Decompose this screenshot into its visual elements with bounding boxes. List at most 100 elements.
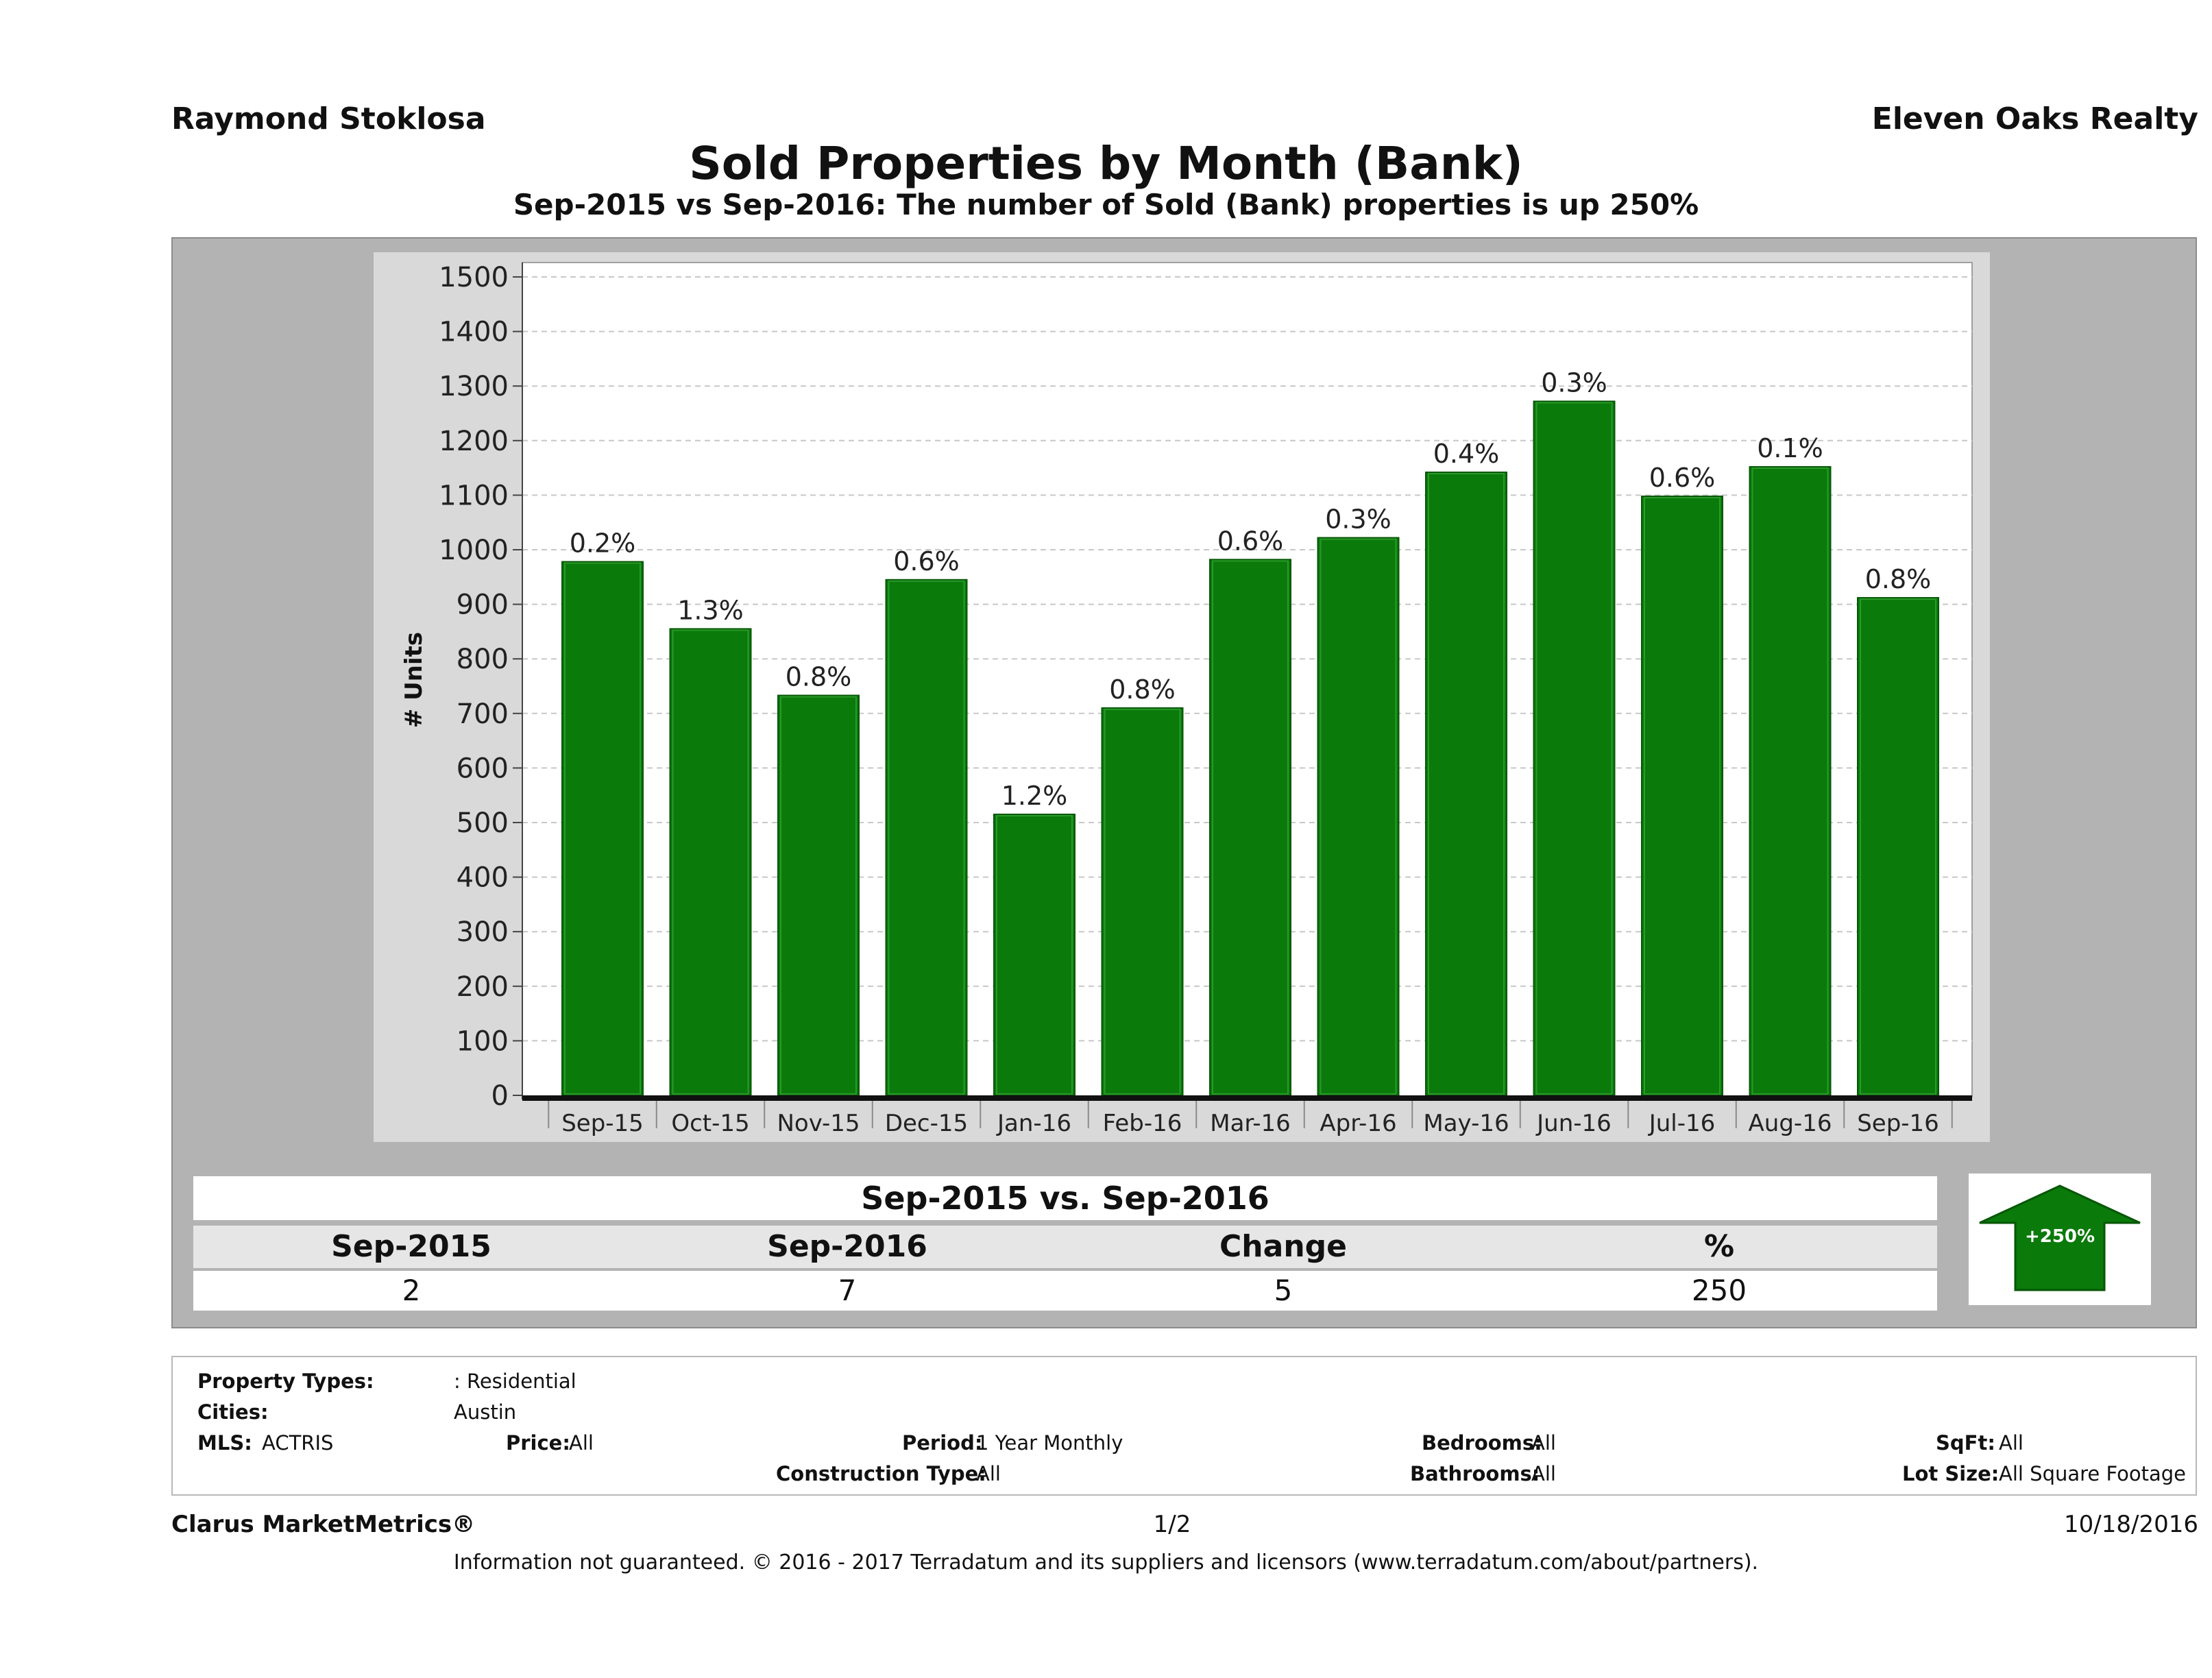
- y-tick-label: 1300: [439, 371, 509, 402]
- data-label: 1.2%: [1001, 781, 1068, 811]
- data-label: 0.2%: [570, 528, 636, 559]
- report-title: Sold Properties by Month (Bank): [689, 137, 1523, 190]
- data-label: 0.4%: [1433, 439, 1500, 469]
- y-tick-label: 300: [457, 916, 509, 948]
- summary-header-change: Change: [1219, 1229, 1347, 1264]
- x-tick-label: Dec-15: [885, 1110, 968, 1137]
- summary-value-sep2015: 2: [402, 1274, 421, 1307]
- agent-name: Raymond Stoklosa: [171, 101, 486, 136]
- bar-highlight: [1535, 402, 1613, 1095]
- filter-bathrooms-value: All: [1531, 1462, 1556, 1485]
- summary-header-sep2015: Sep-2015: [331, 1229, 491, 1264]
- x-tick-label: Jan-16: [996, 1110, 1071, 1137]
- x-axis-line: [522, 1095, 1972, 1101]
- bar: [993, 814, 1075, 1097]
- bar: [1317, 537, 1400, 1096]
- x-tick-label: Nov-15: [777, 1110, 860, 1137]
- bar: [1101, 707, 1184, 1096]
- y-tick-label: 900: [457, 589, 509, 621]
- bar-highlight: [1212, 560, 1289, 1095]
- data-label: 0.3%: [1325, 504, 1391, 534]
- filter-construction-value: All: [976, 1462, 1001, 1485]
- y-tick-label: 800: [457, 644, 509, 675]
- filter-period-label: Period:: [902, 1431, 983, 1455]
- x-tick-label: Apr-16: [1320, 1110, 1396, 1137]
- company-name: Eleven Oaks Realty: [1871, 101, 2198, 136]
- filter-lotsize-label: Lot Size:: [1902, 1462, 2000, 1485]
- summary-value-row: 2 7 5 250: [193, 1271, 1937, 1311]
- filter-price-value: All: [569, 1431, 594, 1455]
- filter-bedrooms-value: All: [1531, 1431, 1556, 1455]
- filter-panel: Property Types: : Residential Cities: Au…: [171, 1356, 2197, 1496]
- data-label: 0.1%: [1757, 433, 1823, 463]
- filter-cities-label: Cities:: [197, 1400, 269, 1424]
- x-tick-label: Oct-15: [671, 1110, 749, 1137]
- footer-brand: Clarus MarketMetrics®: [171, 1511, 476, 1538]
- data-label: 0.6%: [1217, 526, 1284, 556]
- x-tick-label: Sep-15: [561, 1110, 644, 1137]
- bar-highlight: [564, 562, 641, 1095]
- bar: [1749, 466, 1832, 1096]
- filter-construction-label: Construction Type:: [776, 1462, 986, 1485]
- bar: [885, 579, 968, 1096]
- summary-title: Sep-2015 vs. Sep-2016: [193, 1176, 1937, 1220]
- report-subtitle: Sep-2015 vs Sep-2016: The number of Sold…: [513, 188, 1699, 221]
- y-tick-label: 1400: [439, 317, 509, 348]
- summary-value-change: 5: [1274, 1274, 1293, 1307]
- filter-lotsize-value: All Square Footage: [1999, 1462, 2187, 1485]
- y-tick-label: 600: [457, 753, 509, 784]
- summary-header-sep2016: Sep-2016: [767, 1229, 927, 1264]
- filter-property-types-label: Property Types:: [197, 1370, 374, 1393]
- bar-highlight: [1104, 708, 1181, 1095]
- footer-date: 10/18/2016: [2064, 1511, 2198, 1538]
- change-badge: +250%: [1969, 1174, 2151, 1305]
- filter-mls-label: MLS:: [197, 1431, 252, 1455]
- bar-highlight: [996, 815, 1073, 1095]
- x-tick-label: Feb-16: [1103, 1110, 1182, 1137]
- filter-mls-value: ACTRIS: [262, 1431, 334, 1455]
- filter-bedrooms-label: Bedrooms:: [1422, 1431, 1542, 1455]
- bar: [1209, 559, 1291, 1096]
- bar-highlight: [672, 629, 749, 1095]
- filter-period-value: 1 Year Monthly: [976, 1431, 1123, 1455]
- bar-highlight: [1751, 467, 1829, 1095]
- footer-page-number: 1/2: [1153, 1511, 1191, 1538]
- bar-highlight: [1860, 598, 1936, 1095]
- x-tick-label: Jul-16: [1648, 1110, 1716, 1137]
- bar-highlight: [1320, 538, 1397, 1095]
- data-label: 0.8%: [786, 662, 852, 692]
- bar-highlight: [888, 580, 965, 1095]
- x-tick-label: Jun-16: [1535, 1110, 1612, 1137]
- footer-disclaimer: Information not guaranteed. © 2016 - 201…: [453, 1551, 1759, 1574]
- filter-price-label: Price:: [506, 1431, 570, 1455]
- filter-sqft-value: All: [1999, 1431, 2023, 1455]
- up-arrow-icon: +250%: [1979, 1184, 2141, 1291]
- summary-value-sep2016: 7: [838, 1274, 857, 1307]
- y-tick-label: 200: [457, 971, 509, 1003]
- data-label: 0.6%: [1649, 463, 1716, 493]
- filter-cities-value: Austin: [454, 1400, 517, 1424]
- data-label: 1.3%: [677, 595, 744, 625]
- y-axis: 0 100 200 300 400 500 600 700 800 900 1000 1100 1200…: [439, 262, 523, 1112]
- bar: [561, 561, 644, 1096]
- data-label: 0.3%: [1541, 367, 1607, 398]
- y-tick-label: 1200: [439, 426, 509, 457]
- data-label: 0.8%: [1109, 674, 1176, 705]
- y-tick-label: 500: [457, 807, 509, 839]
- y-tick-label: 400: [457, 862, 509, 894]
- data-label: 0.8%: [1865, 564, 1932, 594]
- bar: [777, 694, 860, 1096]
- y-tick-label: 1100: [439, 480, 509, 511]
- y-tick-label: 100: [457, 1025, 509, 1057]
- bar: [1425, 471, 1507, 1096]
- bar-chart: 0.2% 1.3% 0.8% 0.6% 1.2% 0.8% 0.6% 0.3% 0.4% 0.3%…: [400, 262, 1973, 1137]
- bar: [1857, 597, 1939, 1096]
- y-tick-label: 700: [457, 698, 509, 730]
- x-tick-label: May-16: [1423, 1110, 1509, 1137]
- bars: 0.2% 1.3% 0.8% 0.6% 1.2% 0.8% 0.6% 0.3% 0.4% 0.3%…: [561, 367, 1939, 1097]
- y-tick-label: 1000: [439, 535, 509, 566]
- x-tick-label: Aug-16: [1749, 1110, 1832, 1137]
- summary-header-row: Sep-2015 Sep-2016 Change %: [193, 1226, 1937, 1268]
- bar-highlight: [780, 696, 857, 1095]
- bar: [669, 628, 752, 1096]
